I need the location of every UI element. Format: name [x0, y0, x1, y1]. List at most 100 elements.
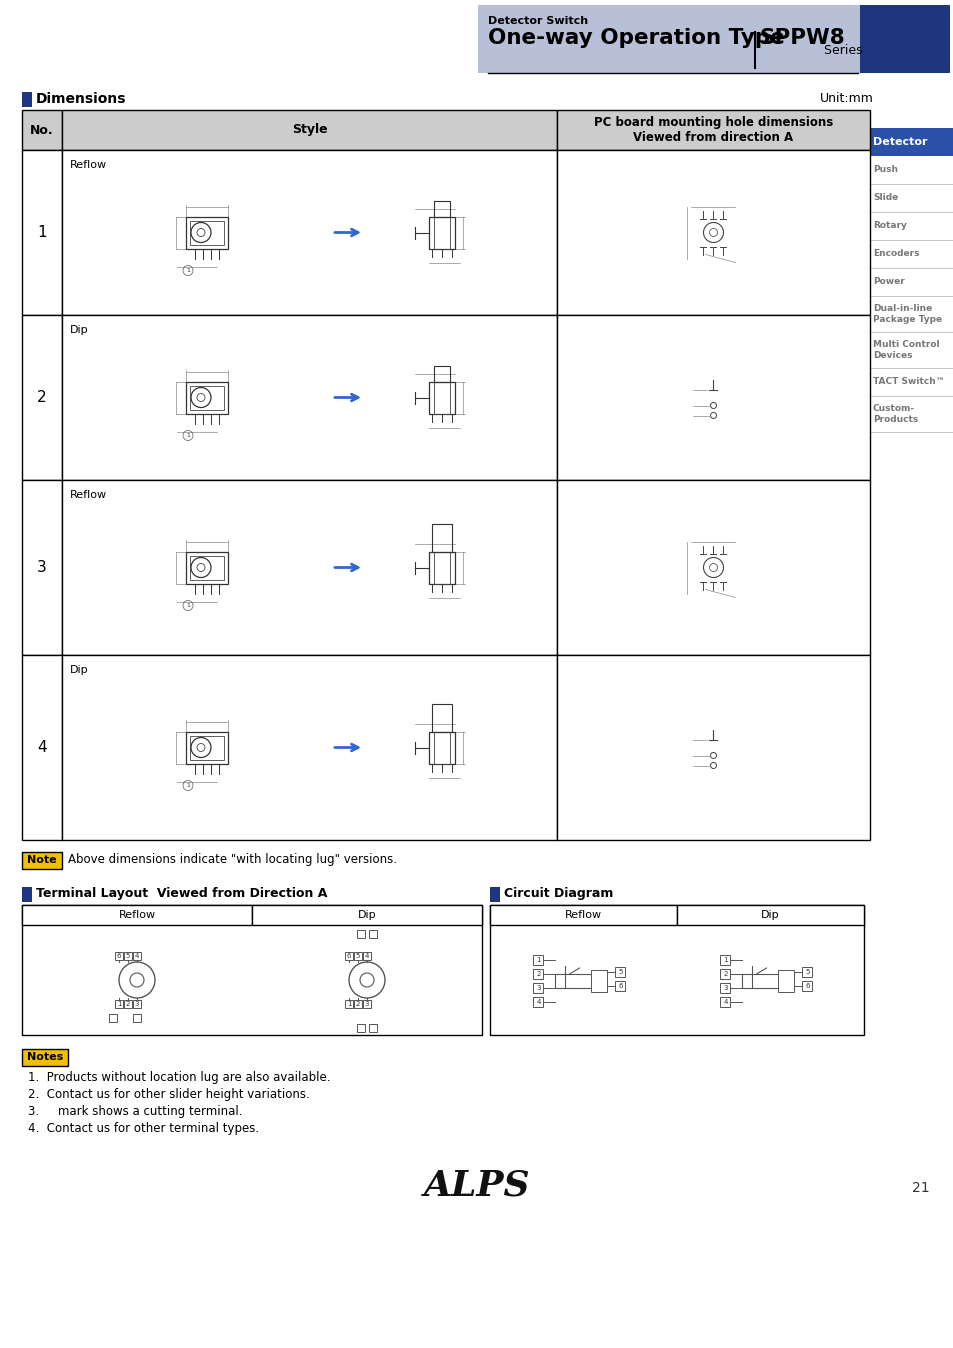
Text: ALPS: ALPS [423, 1169, 530, 1202]
Bar [490, 887, 499, 902]
Bar [434, 551, 450, 584]
Bar [533, 954, 543, 965]
Text: 4: 4 [134, 953, 139, 958]
Bar [434, 201, 450, 217]
Text: Dimensions: Dimensions [36, 92, 127, 106]
Text: Rotary: Rotary [872, 221, 906, 231]
Text: No.: No. [30, 124, 53, 136]
Bar [859, 5, 949, 73]
Bar [720, 998, 730, 1007]
Text: Notes: Notes [27, 1051, 63, 1062]
Bar [62, 480, 557, 655]
Bar [429, 217, 455, 248]
Bar [124, 1000, 132, 1008]
Text: 4.  Contact us for other terminal types.: 4. Contact us for other terminal types. [28, 1122, 259, 1135]
Bar [22, 655, 62, 840]
Text: TACT Switch™: TACT Switch™ [872, 377, 943, 387]
Bar [22, 1049, 68, 1066]
Bar [434, 381, 450, 414]
Text: 1: 1 [116, 1002, 121, 1007]
Bar [186, 732, 228, 763]
Bar [22, 150, 62, 315]
Bar [801, 967, 812, 977]
Text: 5: 5 [355, 953, 360, 958]
Bar [533, 983, 543, 993]
Bar [62, 315, 557, 480]
Text: 1: 1 [722, 957, 727, 962]
Bar [115, 952, 123, 960]
Text: 4: 4 [536, 999, 540, 1006]
Text: 5: 5 [618, 969, 622, 975]
Bar [490, 905, 677, 925]
Text: 3: 3 [722, 985, 727, 991]
Bar [429, 551, 455, 584]
Text: 6: 6 [804, 983, 809, 989]
Bar [801, 981, 812, 991]
Text: 6: 6 [618, 983, 622, 989]
Text: Encoders: Encoders [872, 249, 919, 259]
Text: 4: 4 [722, 999, 727, 1006]
Text: Slide: Slide [872, 194, 898, 202]
Text: 3: 3 [37, 559, 47, 576]
Text: 4: 4 [37, 740, 47, 755]
Bar [186, 217, 228, 248]
Bar [62, 111, 557, 150]
Text: 3: 3 [536, 985, 540, 991]
Bar [490, 905, 863, 1035]
Text: 6: 6 [346, 953, 351, 958]
Bar [186, 551, 228, 584]
Bar [615, 967, 625, 977]
Text: Custom-
Products: Custom- Products [872, 404, 918, 423]
Bar [557, 111, 869, 150]
Text: 2: 2 [126, 1002, 130, 1007]
Bar [132, 1014, 141, 1022]
Text: 1: 1 [186, 433, 190, 438]
Bar [434, 732, 450, 763]
Bar [345, 1000, 353, 1008]
Text: 2: 2 [37, 390, 47, 404]
Bar [356, 930, 365, 938]
Bar [22, 480, 62, 655]
Bar [190, 555, 224, 580]
Text: SPPW8: SPPW8 [760, 28, 845, 49]
Text: Above dimensions indicate "with locating lug" versions.: Above dimensions indicate "with locating… [68, 853, 396, 867]
Bar [429, 381, 455, 414]
Text: Multi Control
Devices: Multi Control Devices [872, 340, 939, 360]
Bar [720, 969, 730, 979]
Bar [677, 905, 863, 925]
Text: Series: Series [820, 44, 862, 57]
Text: 2: 2 [355, 1002, 360, 1007]
Bar [867, 128, 953, 156]
Text: 2.  Contact us for other slider height variations.: 2. Contact us for other slider height va… [28, 1088, 310, 1101]
Bar [369, 1024, 376, 1033]
Bar [190, 386, 224, 410]
Text: 1: 1 [346, 1002, 351, 1007]
Bar [190, 736, 224, 759]
Text: Terminal Layout  Viewed from Direction A: Terminal Layout Viewed from Direction A [36, 887, 327, 900]
Bar [363, 1000, 371, 1008]
Text: Reflow: Reflow [70, 160, 107, 170]
Bar [22, 315, 62, 480]
Bar [132, 952, 141, 960]
Text: 1: 1 [37, 225, 47, 240]
Text: 3.     mark shows a cutting terminal.: 3. mark shows a cutting terminal. [28, 1105, 242, 1117]
Bar [22, 92, 32, 106]
Text: 1: 1 [536, 957, 540, 962]
Bar [591, 971, 607, 992]
Text: 1: 1 [186, 603, 190, 608]
Text: Power: Power [872, 278, 903, 287]
Text: 5: 5 [804, 969, 809, 975]
Bar [356, 1024, 365, 1033]
Bar [557, 315, 869, 480]
Text: Unit:mm: Unit:mm [820, 93, 873, 105]
Text: PC board mounting hole dimensions
Viewed from direction A: PC board mounting hole dimensions Viewed… [594, 116, 832, 144]
Text: 3: 3 [364, 1002, 369, 1007]
Text: 2: 2 [722, 971, 727, 977]
Bar [354, 1000, 361, 1008]
Text: Dip: Dip [70, 325, 89, 336]
Bar [354, 952, 361, 960]
Text: 21: 21 [911, 1181, 929, 1194]
Text: Note: Note [27, 855, 57, 865]
Bar [363, 952, 371, 960]
Text: Circuit Diagram: Circuit Diagram [503, 887, 613, 900]
